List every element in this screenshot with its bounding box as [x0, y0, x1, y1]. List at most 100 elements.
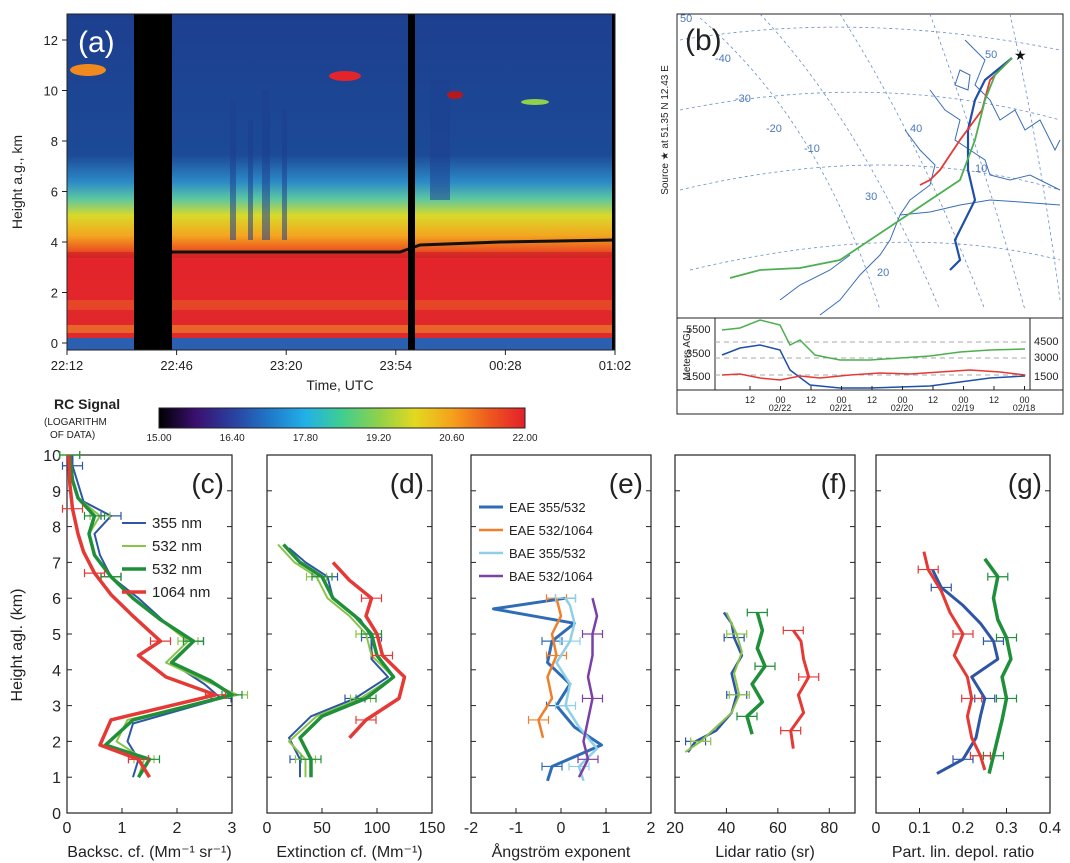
series-line — [66, 454, 218, 779]
y-tick-label: 10 — [43, 448, 61, 465]
hour-tick-label: 12 — [928, 395, 938, 405]
error-bar — [723, 633, 745, 642]
error-bar — [798, 672, 820, 681]
series-line — [68, 454, 234, 779]
error-bar — [736, 712, 758, 721]
x-tick-label: 150 — [419, 820, 446, 837]
panel-tag: (g) — [1008, 468, 1042, 499]
source-label: Source ★ at 51.35 N 12.43 E — [660, 65, 671, 195]
y-tick-label: 2 — [52, 734, 61, 751]
error-bar — [969, 751, 991, 760]
x-tick-label: 0.2 — [952, 820, 974, 837]
x-tick-label: 0 — [263, 820, 272, 837]
colorbar-title: RC Signal — [54, 396, 120, 412]
x-tick-label: 0.1 — [908, 820, 930, 837]
error-bar — [746, 608, 768, 617]
date-tick-label: 02/22 — [769, 403, 792, 413]
error-bar — [83, 511, 106, 520]
series-line — [922, 551, 987, 771]
panel-a-y-label: Height a.g., km — [9, 135, 25, 229]
error-bar — [554, 701, 577, 710]
x-tick-label: 00:28 — [489, 358, 522, 373]
x-tick-label: 23:54 — [380, 358, 413, 373]
error-bar — [995, 633, 1018, 642]
series-line — [555, 597, 599, 782]
error-bar — [204, 690, 227, 699]
x-tick-label: 3 — [228, 820, 237, 837]
error-bar — [726, 630, 748, 638]
y-tick-label: 0 — [51, 336, 58, 351]
error-bar — [728, 690, 750, 699]
error-bar — [127, 755, 150, 764]
error-bar — [952, 630, 974, 638]
date-tick-label: 02/18 — [1013, 403, 1036, 413]
colorbar-subtitle: OF DATA) — [50, 430, 95, 441]
map-graticule-label: -40 — [715, 53, 731, 65]
panel-a-y-ticks: 0 2 4 6 8 10 12 — [44, 33, 67, 351]
panel-d: 0 50 100 150 (d) Extinction cf. (Mm⁻¹) — [263, 454, 446, 861]
hour-tick-label: 12 — [867, 395, 877, 405]
error-bar — [917, 565, 939, 574]
y-tick-label: 4 — [51, 235, 58, 250]
colorbar-subtitle: (LOGARITHM — [44, 417, 107, 428]
panel-tag: (f) — [821, 468, 847, 499]
panel-c: 0 1 2 3 4 5 6 7 8 9 10 0 1 2 3 (c) Backsc. cf. (Mm⁻¹ sr⁻… — [43, 448, 249, 861]
error-bar — [541, 762, 563, 771]
map-graticule-label: -20 — [766, 123, 782, 135]
y-tick-label: 1 — [52, 770, 61, 787]
data-gap — [134, 14, 172, 350]
error-bar — [581, 630, 604, 638]
trajectory-4500m — [729, 57, 1013, 279]
plot-frame — [266, 454, 433, 814]
error-bar — [371, 651, 394, 660]
hour-tick-label: 00 — [836, 395, 846, 405]
x-tick-label: 1 — [118, 820, 127, 837]
x-tick-label: 20 — [666, 820, 684, 837]
legend-label: EAE 355/532 — [509, 500, 586, 515]
legend-label: EAE 532/1064 — [509, 523, 593, 538]
colorbar-tick-label: 15.00 — [146, 433, 171, 444]
altitude-level-label: 1500 — [1034, 371, 1058, 383]
error-bar — [581, 694, 604, 703]
error-bar — [961, 694, 983, 703]
error-bar — [930, 583, 952, 592]
error-bar — [559, 637, 581, 646]
x-tick-label: 2 — [173, 820, 182, 837]
data-gap — [408, 14, 415, 350]
y-tick-label: 7 — [52, 555, 61, 572]
error-bar — [182, 637, 205, 646]
map-graticule-label: -10 — [804, 143, 820, 155]
legend-label: BAE 532/1064 — [509, 569, 593, 584]
x-tick-label: 2 — [647, 820, 656, 837]
legend-label: 532 nm — [152, 538, 202, 555]
map-graticule-label: 50 — [680, 13, 692, 25]
panel-tag: (a) — [78, 26, 115, 59]
x-tick-label: 40 — [718, 820, 736, 837]
panel-f: 20 40 60 80 (f) Lidar ratio (sr) — [666, 454, 856, 861]
error-bar — [782, 626, 804, 635]
colorbar-tick-label: 20.60 — [439, 433, 464, 444]
map-graticule-label: 30 — [865, 191, 877, 203]
x-axis-label: Backsc. cf. (Mm⁻¹ sr⁻¹) — [67, 844, 231, 861]
colorbar-tick-label: 19.20 — [366, 433, 391, 444]
altitude-level-label: 3500 — [686, 348, 710, 360]
x-axis-label: Lidar ratio (sr) — [715, 844, 815, 861]
x-tick-label: 80 — [820, 820, 838, 837]
series-line — [789, 629, 811, 749]
x-tick-label: 22:46 — [160, 358, 193, 373]
series-line — [331, 561, 407, 739]
error-bar — [982, 637, 1005, 646]
hour-tick-label: 00 — [1019, 395, 1029, 405]
series-line — [983, 557, 1013, 775]
x-tick-label: 1 — [602, 820, 611, 837]
y-tick-label: 2 — [51, 286, 58, 301]
hour-tick-label: 00 — [775, 395, 785, 405]
error-bar — [61, 504, 84, 513]
y-tick-label: 4 — [52, 663, 61, 680]
hour-tick-label: 12 — [989, 395, 999, 405]
hour-tick-label: 12 — [806, 395, 816, 405]
colorbar-ticks: 15.00 16.40 17.80 19.20 20.60 22.00 — [146, 433, 537, 444]
